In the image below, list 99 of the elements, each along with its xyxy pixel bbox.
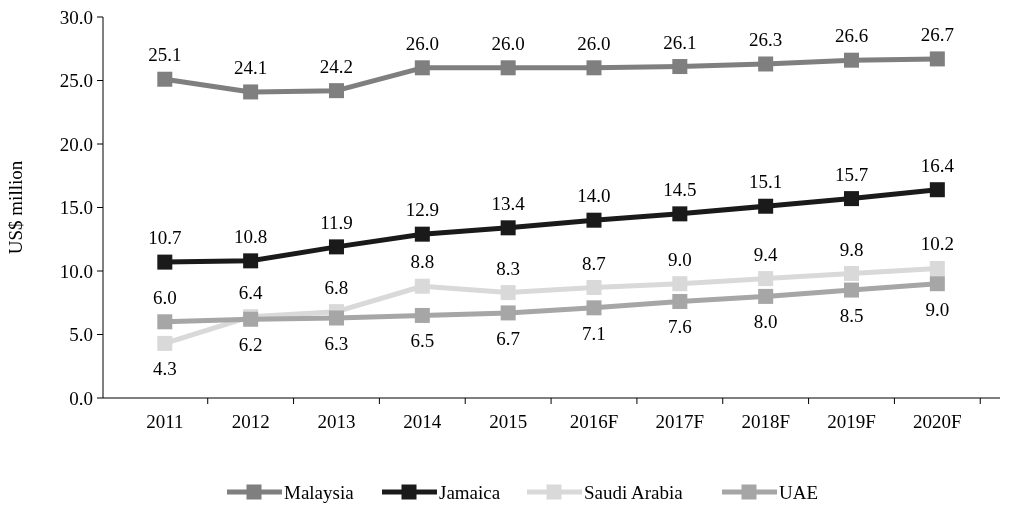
data-label: 7.1 [582, 322, 606, 344]
data-label: 6.8 [324, 276, 349, 298]
x-tick-label: 2018F [741, 411, 790, 432]
data-label: 8.5 [839, 305, 864, 327]
point [243, 253, 259, 269]
point [586, 60, 602, 76]
point [929, 276, 945, 292]
point [672, 293, 688, 309]
x-tick-label: 2011 [146, 411, 184, 432]
data-label: 13.4 [491, 192, 526, 214]
x-tick-label: 2012 [231, 411, 270, 432]
data-label: 4.3 [152, 358, 177, 380]
point [328, 239, 344, 255]
legend-label: Saudi Arabia [584, 481, 684, 503]
point [758, 271, 774, 287]
point [758, 198, 774, 214]
point [500, 305, 516, 321]
point [672, 276, 688, 292]
y-tick-label: 5.0 [69, 324, 93, 346]
point [929, 182, 945, 198]
y-tick-label: 30.0 [59, 6, 93, 28]
data-label: 8.0 [753, 311, 778, 333]
point [414, 226, 430, 242]
y-tick-label: 10.0 [59, 260, 93, 282]
point [414, 278, 430, 294]
data-label: 15.7 [834, 163, 869, 185]
data-label: 6.0 [152, 286, 177, 308]
data-label: 26.0 [405, 32, 439, 54]
point [672, 206, 688, 222]
point [157, 314, 173, 330]
y-tick-label: 15.0 [59, 197, 93, 219]
point [157, 335, 173, 351]
data-label: 14.0 [577, 185, 611, 207]
point [672, 59, 688, 75]
point [758, 56, 774, 72]
point [500, 220, 516, 236]
data-label: 26.6 [834, 25, 869, 47]
data-label: 26.3 [749, 28, 783, 50]
x-tick-label: 2019F [827, 411, 876, 432]
data-label: 10.8 [234, 225, 268, 247]
data-label: 14.5 [663, 178, 697, 200]
legend-label: UAE [779, 481, 819, 503]
point [414, 60, 430, 76]
x-tick-label: 2016F [569, 411, 619, 432]
data-label: 25.1 [148, 44, 182, 66]
data-label: 26.7 [920, 23, 954, 45]
y-axis-title: US$ million [5, 160, 26, 255]
point [586, 280, 602, 296]
point [500, 60, 516, 76]
point [328, 310, 344, 326]
point [586, 300, 602, 316]
point [844, 282, 859, 298]
y-tick-label: 20.0 [59, 133, 93, 155]
point [929, 260, 945, 276]
x-tick-label: 2020F [913, 411, 962, 432]
point [157, 71, 173, 87]
data-label: 26.0 [577, 32, 611, 54]
data-label: 10.2 [920, 233, 954, 255]
data-label: 24.1 [234, 56, 268, 78]
data-label: 24.2 [319, 55, 354, 77]
point [586, 212, 602, 228]
x-tick-label: 2014 [403, 411, 442, 432]
point [929, 51, 945, 67]
point [844, 266, 859, 282]
data-label: 8.7 [582, 252, 606, 274]
data-label: 6.2 [238, 334, 263, 356]
data-label: 9.8 [839, 238, 864, 260]
legend-label: Jamaica [439, 481, 501, 503]
point [758, 288, 774, 304]
data-label: 10.7 [148, 227, 182, 249]
data-label: 6.7 [496, 327, 521, 349]
data-label: 26.0 [491, 32, 525, 54]
y-tick-label: 25.0 [59, 70, 93, 92]
data-label: 9.0 [667, 248, 692, 270]
legend-label: Malaysia [284, 481, 355, 503]
data-label: 16.4 [920, 154, 955, 176]
data-label: 8.3 [496, 257, 521, 279]
data-label: 26.1 [663, 31, 697, 53]
data-label: 11.9 [320, 211, 353, 233]
y-tick-label: 0.0 [69, 387, 93, 409]
data-label: 7.6 [667, 316, 692, 338]
data-label: 8.8 [410, 251, 435, 273]
data-label: 9.4 [753, 243, 779, 265]
data-label: 6.5 [410, 330, 435, 352]
x-tick-label: 2015 [489, 411, 528, 432]
point [844, 191, 859, 207]
x-tick-label: 2017F [655, 411, 705, 432]
point [243, 84, 259, 100]
data-label: 12.9 [405, 199, 439, 221]
x-tick-label: 2013 [317, 411, 356, 432]
data-label: 9.0 [925, 298, 950, 320]
data-label: 6.3 [324, 332, 349, 354]
point [157, 254, 173, 270]
point [328, 83, 344, 99]
data-label: 15.1 [749, 171, 783, 193]
point [500, 285, 516, 301]
data-label: 6.4 [238, 281, 264, 303]
point [414, 307, 430, 323]
point [844, 52, 859, 68]
